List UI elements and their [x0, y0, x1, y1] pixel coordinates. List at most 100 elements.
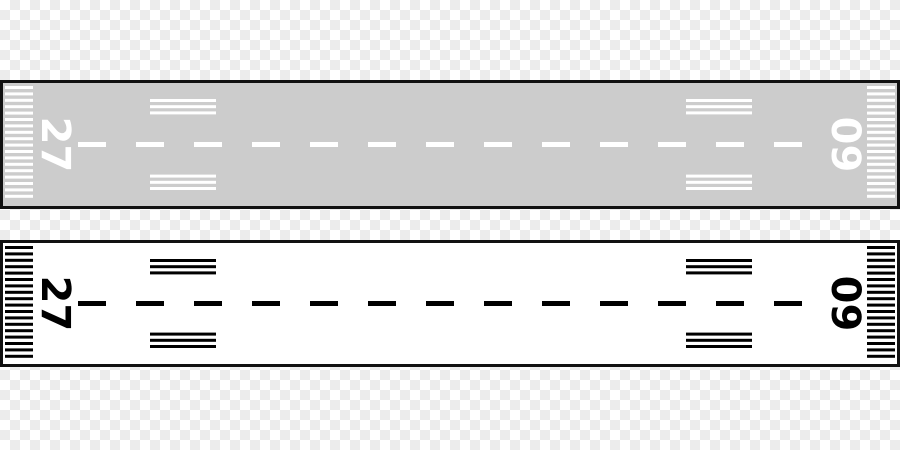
touchdown-zone-mark — [150, 271, 216, 275]
centerline-dash — [600, 301, 628, 306]
touchdown-zone-mark — [150, 338, 216, 342]
touchdown-zone-mark — [686, 345, 752, 348]
threshold-stripe — [5, 252, 33, 256]
threshold-stripe — [867, 258, 895, 262]
centerline-dash — [542, 301, 570, 306]
centerline-dash — [252, 142, 280, 147]
centerline-dash — [716, 142, 744, 147]
touchdown-zone-mark — [150, 111, 216, 115]
centerline-dash — [78, 301, 106, 306]
threshold-stripe — [5, 137, 33, 141]
threshold-stripe — [5, 342, 33, 345]
centerline-dash — [658, 142, 686, 147]
threshold-stripe — [867, 252, 895, 256]
threshold-stripe — [5, 322, 33, 326]
threshold-stripe — [867, 354, 895, 358]
runway-white-markings: 27 09 — [3, 243, 897, 364]
centerline-dash — [194, 142, 222, 147]
centerline-dash — [368, 142, 396, 147]
touchdown-zone-mark — [686, 174, 752, 178]
touchdown-zone-mark — [150, 265, 216, 269]
threshold-stripe — [5, 297, 33, 301]
touchdown-zone-mark — [686, 187, 752, 190]
threshold-stripe — [5, 143, 33, 147]
threshold-stripe — [867, 137, 895, 141]
runway-gray: 27 09 — [0, 80, 900, 209]
centerline-dash — [310, 301, 338, 306]
touchdown-zone-mark — [686, 259, 752, 262]
runway-gray-markings: 27 09 — [3, 83, 897, 206]
threshold-stripe — [867, 335, 895, 339]
touchdown-zone-mark — [686, 99, 752, 102]
threshold-stripe — [5, 265, 33, 269]
threshold-stripe — [867, 322, 895, 326]
threshold-stripe — [5, 271, 33, 275]
threshold-stripe — [5, 335, 33, 339]
threshold-stripe — [5, 303, 33, 307]
runway-designator-right: 09 — [822, 276, 868, 332]
centerline-dash — [658, 301, 686, 306]
centerline-dash — [310, 142, 338, 147]
threshold-stripe — [5, 130, 33, 134]
threshold-stripe — [5, 98, 33, 102]
centerline-dash — [368, 301, 396, 306]
threshold-stripe — [5, 278, 33, 281]
centerline-dash — [194, 301, 222, 306]
runway-designator-left: 27 — [32, 117, 78, 173]
touchdown-zone-mark — [150, 345, 216, 348]
threshold-stripe — [5, 111, 33, 115]
touchdown-zone-mark — [150, 180, 216, 184]
centerline-dash — [252, 301, 280, 306]
threshold-stripe — [5, 316, 33, 320]
threshold-stripe — [5, 284, 33, 288]
threshold-stripe — [867, 278, 895, 281]
threshold-stripe — [867, 246, 895, 249]
centerline-dash — [136, 301, 164, 306]
touchdown-zone-mark — [686, 271, 752, 275]
touchdown-zone-mark — [686, 332, 752, 336]
touchdown-zone-mark — [150, 174, 216, 178]
threshold-stripe — [867, 169, 895, 173]
threshold-stripe — [867, 105, 895, 109]
threshold-stripe — [5, 105, 33, 109]
threshold-stripe — [867, 316, 895, 320]
threshold-stripe — [867, 348, 895, 352]
threshold-stripe — [5, 150, 33, 153]
centerline-dash — [716, 301, 744, 306]
threshold-stripe — [867, 182, 895, 185]
runway-designator-right: 09 — [822, 117, 868, 173]
touchdown-zone-mark — [150, 332, 216, 336]
threshold-stripe — [867, 297, 895, 301]
threshold-stripe — [867, 124, 895, 128]
threshold-stripe — [5, 169, 33, 173]
threshold-stripe — [867, 188, 895, 192]
touchdown-zone-mark — [150, 259, 216, 262]
centerline-dash — [484, 301, 512, 306]
centerline-dash — [136, 142, 164, 147]
touchdown-zone-mark — [686, 111, 752, 115]
threshold-stripe — [867, 342, 895, 345]
centerline-dash — [426, 301, 454, 306]
threshold-stripe — [867, 284, 895, 288]
threshold-stripe — [867, 290, 895, 294]
centerline-dash — [426, 142, 454, 147]
threshold-stripe — [867, 143, 895, 147]
threshold-stripe — [5, 182, 33, 185]
threshold-stripe — [867, 86, 895, 89]
centerline-dash — [774, 142, 802, 147]
threshold-stripe — [867, 194, 895, 198]
threshold-stripe — [867, 162, 895, 166]
threshold-stripe — [5, 156, 33, 160]
threshold-stripe — [5, 188, 33, 192]
touchdown-zone-mark — [150, 187, 216, 190]
threshold-stripe — [867, 271, 895, 275]
centerline-dash — [484, 142, 512, 147]
threshold-stripe — [5, 86, 33, 89]
threshold-stripe — [5, 354, 33, 358]
threshold-stripe — [5, 124, 33, 128]
touchdown-zone-mark — [686, 180, 752, 184]
runway-designator-left: 27 — [32, 276, 78, 332]
threshold-stripe — [867, 111, 895, 115]
threshold-stripe — [867, 92, 895, 96]
threshold-stripe — [5, 162, 33, 166]
